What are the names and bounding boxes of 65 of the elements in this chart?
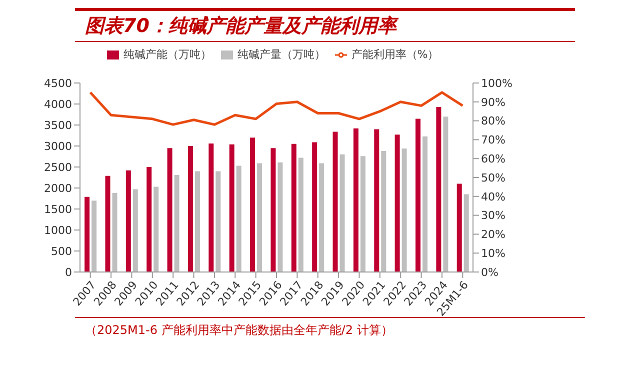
y2-tick-label: 10%	[481, 247, 506, 260]
y2-tick-label: 80%	[481, 114, 506, 128]
bar	[456, 184, 462, 272]
y-tick-label: 3500	[44, 118, 72, 132]
bar	[422, 136, 428, 272]
legend-label: 产能利用率（%）	[351, 48, 439, 61]
y-tick-label: 1500	[44, 202, 72, 216]
y-tick-label: 0	[65, 266, 72, 279]
bar	[312, 142, 318, 272]
bar	[270, 148, 276, 272]
bar	[278, 162, 283, 272]
bar	[353, 128, 358, 272]
bar	[250, 138, 256, 272]
y-tick-label: 4000	[44, 98, 72, 111]
y-tick-label: 500	[51, 244, 72, 258]
y2-tick-label: 40%	[481, 190, 506, 204]
bar	[216, 171, 221, 272]
bar	[464, 194, 469, 272]
bar	[112, 193, 118, 272]
bar	[394, 134, 400, 272]
bar	[194, 171, 200, 272]
y2-tick-label: 100%	[481, 76, 512, 90]
y2-tick-label: 60%	[481, 152, 506, 166]
text: （2025M1-6 产能利用率中产能数据由全年产能/2 计算）	[85, 322, 394, 339]
line-series	[89, 91, 464, 126]
bar	[381, 151, 386, 272]
y-tick-label: 3000	[44, 140, 72, 153]
bar	[374, 129, 380, 272]
y2-tick-label: 0%	[481, 266, 498, 279]
y-tick-label: 4500	[44, 76, 72, 90]
bar	[236, 166, 242, 272]
bar	[340, 154, 345, 272]
bar	[126, 170, 131, 272]
bar	[132, 189, 138, 272]
bar	[146, 167, 152, 272]
y2-tick-label: 50%	[481, 171, 506, 184]
bar	[105, 176, 110, 272]
y2-tick-label: 20%	[481, 228, 506, 242]
y2-tick-label: 70%	[481, 134, 506, 147]
y2-tick-label: 90%	[481, 96, 506, 109]
bar	[319, 163, 324, 272]
bar	[84, 196, 90, 272]
legend-label: 纯碱产能（万吨）	[123, 48, 212, 61]
y2-tick-label: 30%	[481, 209, 506, 222]
y-tick-label: 2000	[44, 182, 72, 195]
y-tick-label: 1000	[44, 224, 72, 237]
bar	[188, 146, 193, 272]
chart-title: 图表70：纯碱产能产量及产能利用率	[84, 14, 400, 39]
bar	[229, 144, 234, 272]
bar	[416, 118, 420, 272]
bar	[298, 158, 304, 272]
legend-label: 纯碱产量（万吨）	[237, 48, 326, 61]
bar	[167, 148, 172, 272]
bar	[436, 106, 442, 272]
bar	[92, 200, 97, 272]
bar	[443, 116, 448, 272]
bar	[257, 163, 262, 272]
bar	[291, 144, 296, 272]
bar	[208, 143, 214, 272]
bar	[360, 156, 366, 272]
bar	[402, 148, 407, 272]
y-tick-label: 2500	[44, 160, 72, 174]
bar	[154, 186, 159, 272]
bar	[174, 174, 180, 272]
bar	[332, 132, 338, 272]
